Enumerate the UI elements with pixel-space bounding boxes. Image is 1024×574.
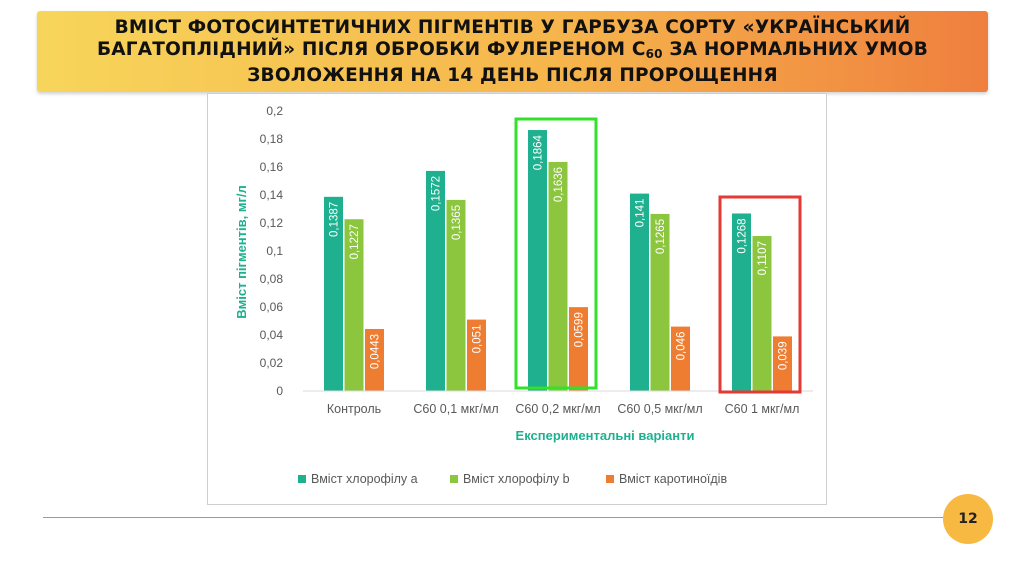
x-tick-label: С60 1 мкг/мл bbox=[725, 402, 800, 416]
bar-value-label: 0,046 bbox=[676, 332, 688, 361]
bar-value-label: 0,0599 bbox=[574, 312, 586, 347]
y-tick-label: 0,2 bbox=[266, 104, 283, 118]
x-axis-title: Експериментальні варіанти bbox=[516, 428, 695, 443]
y-tick-label: 0,12 bbox=[260, 216, 284, 230]
y-tick-label: 0,04 bbox=[260, 328, 284, 342]
title-subscript: 60 bbox=[645, 46, 663, 61]
y-tick-label: 0,06 bbox=[260, 300, 284, 314]
y-tick-label: 0,14 bbox=[260, 188, 284, 202]
bar bbox=[732, 213, 751, 391]
y-tick-label: 0 bbox=[276, 384, 283, 398]
bar-value-label: 0,141 bbox=[635, 199, 647, 228]
bar bbox=[324, 196, 343, 391]
y-tick-label: 0,1 bbox=[266, 244, 283, 258]
bar bbox=[671, 326, 690, 391]
y-tick-label: 0,16 bbox=[260, 160, 284, 174]
footer-divider bbox=[43, 517, 943, 518]
x-tick-label: Контроль bbox=[327, 402, 381, 416]
slide-title: Вміст фотосинтетичних пігментів у гарбуз… bbox=[37, 17, 988, 87]
bar bbox=[773, 336, 792, 391]
bar-value-label: 0,0443 bbox=[370, 334, 382, 369]
bar-value-label: 0,1572 bbox=[431, 176, 443, 211]
y-tick-label: 0,18 bbox=[260, 132, 284, 146]
bar-chart: 0 0,02 0,04 0,06 0,08 0,1 0,12 0,14 0,16 0,18 0,2 0… bbox=[234, 104, 813, 486]
bar bbox=[528, 130, 547, 391]
x-tick-label: С60 0,1 мкг/мл bbox=[413, 402, 498, 416]
bar-value-label: 0,1227 bbox=[349, 224, 361, 259]
legend-label: Вміст хлорофілу а bbox=[311, 472, 418, 486]
bar bbox=[752, 236, 772, 391]
bar bbox=[630, 193, 649, 391]
bar-value-label: 0,1365 bbox=[451, 205, 463, 240]
bar bbox=[548, 161, 568, 391]
bar-value-label: 0,1636 bbox=[553, 167, 565, 202]
bar bbox=[426, 170, 445, 391]
bar-value-label: 0,1864 bbox=[533, 134, 545, 170]
bar-value-label: 0,1268 bbox=[737, 218, 749, 253]
bar bbox=[446, 199, 466, 391]
bar bbox=[650, 213, 670, 391]
x-tick-label: С60 0,2 мкг/мл bbox=[515, 402, 600, 416]
title-prefix: Вміст фотосинтетичних пігментів у гарбуз… bbox=[96, 16, 911, 60]
legend-swatch bbox=[450, 475, 458, 483]
bar bbox=[365, 328, 384, 391]
bar-value-label: 0,1107 bbox=[757, 241, 769, 275]
bar-value-label: 0,1265 bbox=[655, 219, 667, 254]
bar-value-label: 0,051 bbox=[472, 325, 484, 354]
bar bbox=[467, 319, 486, 391]
title-banner: Вміст фотосинтетичних пігментів у гарбуз… bbox=[37, 11, 988, 92]
bar bbox=[344, 219, 364, 391]
bar bbox=[569, 307, 588, 391]
y-tick-label: 0,08 bbox=[260, 272, 284, 286]
chart-frame: 0 0,02 0,04 0,06 0,08 0,1 0,12 0,14 0,16 0,18 0,2 0… bbox=[207, 93, 827, 505]
legend-label: Вміст хлорофілу b bbox=[463, 472, 570, 486]
y-axis-title: Вміст пігментів, мг/л bbox=[234, 185, 249, 319]
legend-swatch bbox=[298, 475, 306, 483]
highlight-box bbox=[514, 117, 598, 390]
bar-value-label: 0,039 bbox=[778, 341, 790, 370]
bar-value-label: 0,1387 bbox=[329, 202, 341, 237]
highlight-box bbox=[718, 195, 802, 394]
legend-label: Вміст каротиноїдів bbox=[619, 472, 727, 486]
y-tick-label: 0,02 bbox=[260, 356, 284, 370]
title-suffix: за нормальних умов зволоження на 14 день… bbox=[247, 38, 928, 86]
page-number-badge: 12 bbox=[943, 494, 993, 544]
x-tick-label: С60 0,5 мкг/мл bbox=[617, 402, 702, 416]
legend-swatch bbox=[606, 475, 614, 483]
